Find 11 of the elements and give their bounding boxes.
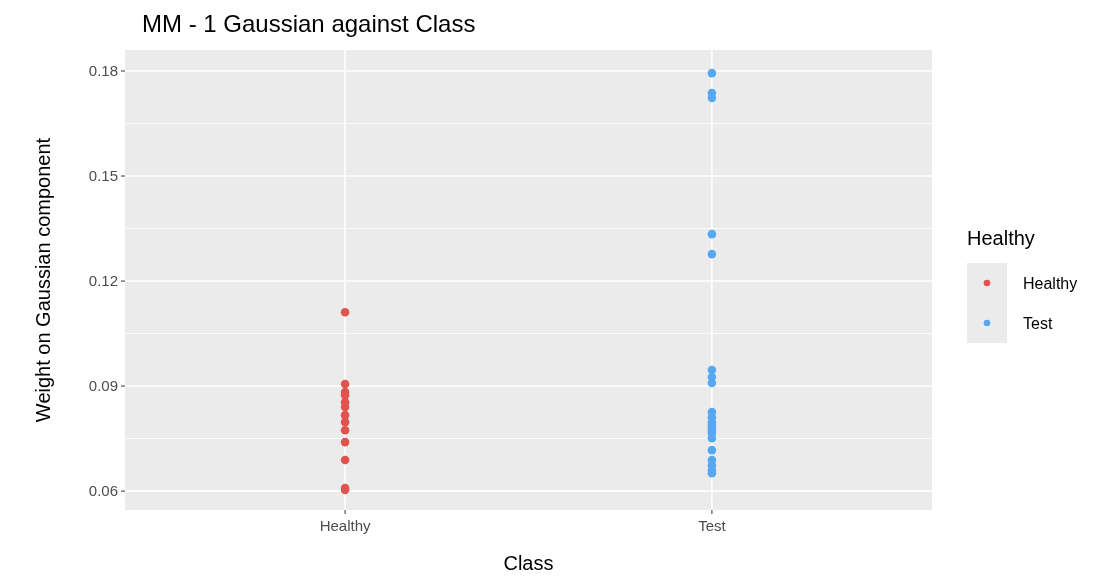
y-tick-label: 0.06 bbox=[88, 482, 118, 500]
legend-label: Healthy bbox=[1023, 274, 1078, 292]
legend-label: Test bbox=[1023, 314, 1053, 332]
chart-title: MM - 1 Gaussian against Class bbox=[142, 10, 476, 37]
y-tick-label: 0.18 bbox=[88, 62, 118, 80]
y-tick-label: 0.09 bbox=[88, 377, 118, 395]
y-axis-title: Weight on Gaussian component bbox=[32, 137, 54, 423]
y-tick-label: 0.12 bbox=[88, 272, 118, 290]
legend-title: Healthy bbox=[967, 227, 1035, 249]
x-axis-title: Class bbox=[503, 552, 554, 574]
y-tick-label: 0.15 bbox=[88, 167, 118, 185]
